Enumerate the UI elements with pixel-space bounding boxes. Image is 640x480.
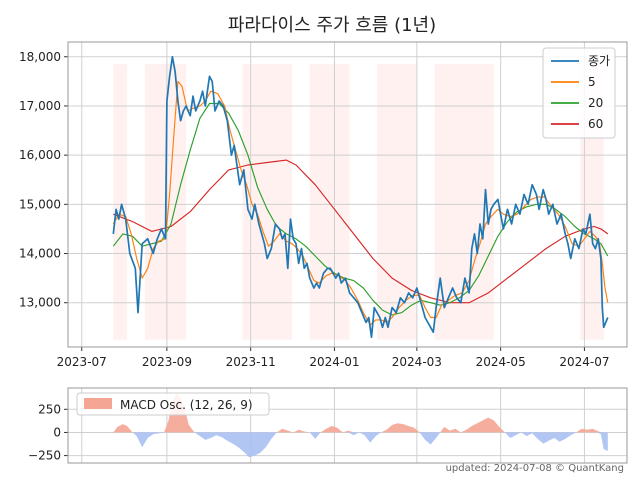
- chart-title: 파라다이스 주가 흐름 (1년): [228, 15, 436, 36]
- macd-positive-area: [113, 393, 608, 433]
- macd-plot-frame: [67, 387, 628, 464]
- macd-negative-area: [113, 432, 608, 458]
- legend-entry-label: 종가: [588, 54, 610, 68]
- y-tick-label: 16,000: [19, 148, 61, 162]
- series-line-2: [112, 102, 609, 316]
- macd-y-tick-label: 250: [38, 402, 61, 416]
- y-tick-label: 13,000: [19, 296, 61, 310]
- footer-credit: updated: 2024-07-08 © QuantKang: [446, 463, 624, 474]
- y-tick-label: 18,000: [19, 50, 61, 64]
- x-tick-label: 2024-05: [476, 355, 526, 369]
- macd-area: [113, 393, 608, 458]
- x-tick-label: 2023-07: [57, 355, 107, 369]
- shaded-period-3: [309, 64, 350, 340]
- macd-legend-box: [76, 392, 270, 416]
- main-series-lines: [112, 55, 609, 339]
- macd-y-tick-label: 0: [53, 425, 61, 439]
- y-tick-label: 17,000: [19, 99, 61, 113]
- macd-y-tick-label: −250: [28, 449, 61, 463]
- x-tick-label: 2023-09: [142, 355, 192, 369]
- legend-entry-label: 20: [588, 96, 603, 110]
- x-tick-label: 2024-07: [559, 355, 609, 369]
- legend-entry-label: 60: [588, 117, 603, 131]
- y-tick-label: 14,000: [19, 247, 61, 261]
- y-tick-label: 15,000: [19, 197, 61, 211]
- series-line-0: [112, 55, 609, 339]
- main-legend: 종가 5 20 60: [542, 47, 616, 139]
- main-plot-frame: [67, 41, 628, 348]
- macd-legend: MACD Osc. (12, 26, 9): [76, 392, 270, 416]
- series-line-3: [113, 159, 609, 304]
- x-tick-label: 2023-11: [226, 355, 276, 369]
- shaded-periods: [113, 64, 604, 340]
- x-tick-label: 2024-03: [392, 355, 442, 369]
- macd-legend-label: MACD Osc. (12, 26, 9): [120, 398, 253, 412]
- legend-box: [542, 47, 616, 139]
- main-grid: 2023-07 2023-09 2023-11 2024-01 2024-03 2024-…: [19, 42, 627, 369]
- shaded-period-0: [113, 64, 128, 340]
- macd-legend-swatch: [84, 398, 112, 409]
- chart-background-layer: 2023-07 2023-09 2023-11 2024-01 2024-03 2024-…: [19, 42, 627, 463]
- legend-entry-label: 5: [588, 75, 596, 89]
- x-tick-label: 2024-01: [309, 355, 359, 369]
